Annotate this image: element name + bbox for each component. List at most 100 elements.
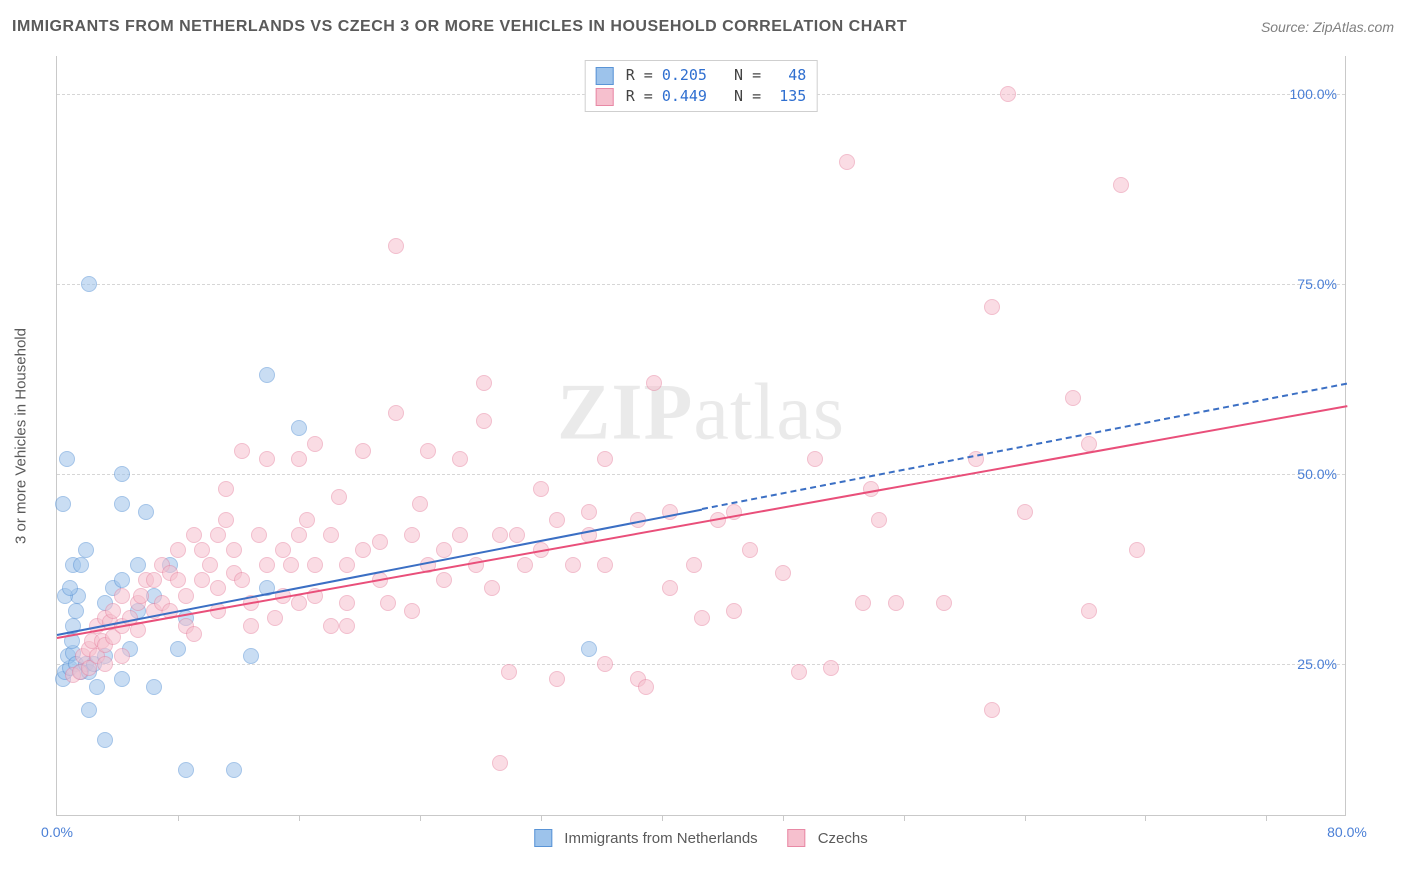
scatter-point	[81, 276, 97, 292]
ytick-label: 75.0%	[1297, 276, 1337, 292]
scatter-point	[114, 572, 130, 588]
legend-stats: R = 0.205 N = 48R = 0.449 N = 135	[585, 60, 818, 112]
scatter-point	[339, 618, 355, 634]
scatter-point	[170, 572, 186, 588]
bottom-legend-item: Immigrants from Netherlands	[534, 829, 757, 847]
scatter-point	[436, 542, 452, 558]
scatter-point	[355, 542, 371, 558]
chart-title: IMMIGRANTS FROM NETHERLANDS VS CZECH 3 O…	[12, 18, 907, 36]
scatter-point	[202, 557, 218, 573]
scatter-point	[307, 436, 323, 452]
scatter-point	[73, 557, 89, 573]
scatter-point	[694, 610, 710, 626]
scatter-point	[549, 671, 565, 687]
legend-swatch	[596, 67, 614, 85]
scatter-point	[178, 588, 194, 604]
scatter-point	[501, 664, 517, 680]
scatter-point	[791, 664, 807, 680]
scatter-point	[984, 702, 1000, 718]
scatter-point	[984, 299, 1000, 315]
xtick-mark	[1025, 815, 1026, 821]
scatter-point	[178, 762, 194, 778]
scatter-point	[1129, 542, 1145, 558]
ytick-label: 25.0%	[1297, 656, 1337, 672]
scatter-point	[404, 603, 420, 619]
scatter-point	[210, 580, 226, 596]
scatter-point	[81, 702, 97, 718]
scatter-point	[355, 443, 371, 459]
scatter-point	[452, 451, 468, 467]
scatter-point	[871, 512, 887, 528]
scatter-point	[138, 504, 154, 520]
scatter-point	[89, 679, 105, 695]
scatter-point	[1017, 504, 1033, 520]
scatter-point	[565, 557, 581, 573]
scatter-point	[259, 367, 275, 383]
scatter-point	[97, 732, 113, 748]
scatter-point	[823, 660, 839, 676]
scatter-point	[78, 542, 94, 558]
scatter-point	[492, 527, 508, 543]
scatter-point	[114, 648, 130, 664]
scatter-point	[114, 588, 130, 604]
scatter-point	[742, 542, 758, 558]
legend-swatch	[534, 829, 552, 847]
scatter-point	[726, 603, 742, 619]
bottom-legend: Immigrants from Netherlands Czechs	[534, 829, 867, 847]
scatter-point	[146, 679, 162, 695]
scatter-point	[259, 557, 275, 573]
xtick-mark	[178, 815, 179, 821]
scatter-point	[855, 595, 871, 611]
scatter-point	[291, 527, 307, 543]
scatter-point	[509, 527, 525, 543]
legend-stats-text: R = 0.449 N = 135	[626, 86, 807, 107]
scatter-point	[388, 238, 404, 254]
scatter-point	[234, 572, 250, 588]
scatter-point	[291, 451, 307, 467]
scatter-point	[259, 451, 275, 467]
scatter-point	[388, 405, 404, 421]
ytick-label: 100.0%	[1290, 86, 1337, 102]
scatter-point	[251, 527, 267, 543]
plot-area: 3 or more Vehicles in Household ZIPatlas…	[56, 56, 1346, 816]
scatter-point	[339, 557, 355, 573]
scatter-point	[323, 527, 339, 543]
scatter-point	[1081, 603, 1097, 619]
legend-stats-row: R = 0.449 N = 135	[596, 86, 807, 107]
scatter-point	[226, 762, 242, 778]
scatter-point	[517, 557, 533, 573]
scatter-point	[597, 557, 613, 573]
scatter-point	[404, 527, 420, 543]
legend-stats-text: R = 0.205 N = 48	[626, 65, 807, 86]
xtick-mark	[420, 815, 421, 821]
source-attribution: Source: ZipAtlas.com	[1261, 19, 1394, 35]
scatter-point	[533, 481, 549, 497]
scatter-point	[299, 512, 315, 528]
scatter-point	[105, 603, 121, 619]
xtick-mark	[541, 815, 542, 821]
xtick-mark	[1145, 815, 1146, 821]
scatter-point	[839, 154, 855, 170]
scatter-point	[267, 610, 283, 626]
scatter-point	[662, 580, 678, 596]
scatter-point	[68, 603, 84, 619]
scatter-point	[323, 618, 339, 634]
xtick-mark	[1266, 815, 1267, 821]
scatter-point	[186, 626, 202, 642]
scatter-point	[59, 451, 75, 467]
scatter-point	[549, 512, 565, 528]
scatter-point	[210, 527, 226, 543]
scatter-point	[420, 443, 436, 459]
bottom-legend-label: Czechs	[818, 830, 868, 847]
xtick-label: 0.0%	[41, 824, 73, 840]
scatter-point	[412, 496, 428, 512]
scatter-point	[243, 648, 259, 664]
scatter-point	[1065, 390, 1081, 406]
scatter-point	[194, 572, 210, 588]
scatter-point	[581, 504, 597, 520]
scatter-point	[476, 375, 492, 391]
scatter-point	[55, 496, 71, 512]
scatter-point	[170, 641, 186, 657]
scatter-point	[807, 451, 823, 467]
scatter-point	[638, 679, 654, 695]
